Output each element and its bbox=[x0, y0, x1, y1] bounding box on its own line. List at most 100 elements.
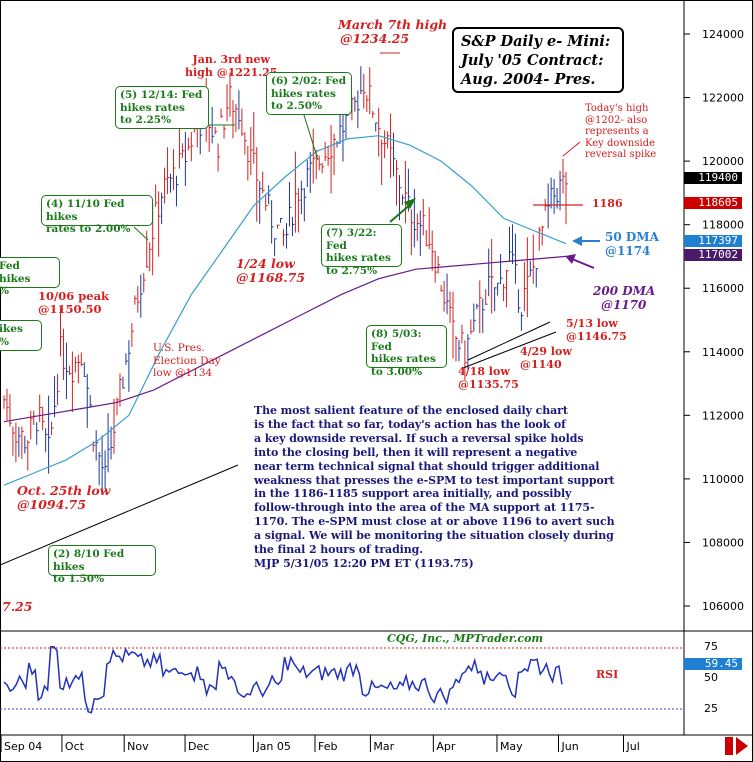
ohlc-bar bbox=[553, 179, 557, 214]
todays-high-label: Today's high @1202- also represents a Key d… bbox=[585, 103, 657, 160]
ohlc-bar bbox=[455, 335, 458, 362]
ohlc-bar bbox=[256, 147, 259, 222]
fed-box-2: (2) 8/10 Fed hikes to 1.50% bbox=[48, 545, 156, 585]
ohlc-bar bbox=[503, 283, 506, 302]
ohlc-bar bbox=[381, 139, 384, 185]
ohlc-bar bbox=[131, 323, 134, 347]
ohlc-bar bbox=[161, 192, 164, 225]
ohlc-bar bbox=[229, 72, 232, 117]
ohlc-bar bbox=[458, 339, 461, 362]
ohlc-bar bbox=[473, 303, 476, 332]
ohlc-bar bbox=[497, 282, 500, 296]
ohlc-bar bbox=[500, 254, 503, 285]
ohlc-bar bbox=[449, 291, 453, 323]
ohlc-bar bbox=[300, 180, 304, 215]
jan-high-label: Jan. 3rd new high @1221.25 bbox=[185, 53, 278, 79]
ohlc-bar bbox=[288, 182, 292, 227]
ohlc-bar bbox=[27, 440, 30, 471]
low-0418-label: 4/18 low @1135.75 bbox=[458, 365, 519, 391]
price-tag-last: 119400 bbox=[684, 172, 742, 184]
ohlc-bar bbox=[86, 373, 90, 428]
ohlc-bar bbox=[470, 319, 473, 335]
ohlc-bar bbox=[235, 103, 238, 133]
ohlc-bar bbox=[83, 362, 87, 377]
ohlc-bar bbox=[514, 233, 518, 284]
ohlc-bar bbox=[241, 108, 244, 137]
ohlc-bar bbox=[175, 175, 179, 207]
ohlc-bar bbox=[488, 248, 491, 297]
ohlc-bar bbox=[538, 226, 542, 251]
ohlc-bar bbox=[396, 159, 399, 206]
ohlc-bar bbox=[181, 143, 185, 159]
ohlc-bar bbox=[464, 340, 467, 381]
price-tag-1186: 118605 bbox=[684, 197, 742, 209]
ohlc-bar bbox=[268, 185, 271, 205]
ohlc-bar bbox=[509, 226, 512, 262]
ohlc-bar bbox=[110, 426, 114, 460]
ohlc-bar bbox=[184, 132, 188, 186]
ohlc-bar bbox=[238, 90, 241, 130]
ohlc-bar bbox=[280, 217, 283, 223]
arrow-200dma bbox=[565, 254, 595, 269]
x-tick-label: Feb bbox=[318, 740, 337, 753]
ohlc-bar bbox=[104, 450, 108, 490]
ohlc-bar bbox=[74, 356, 78, 373]
ohlc-bar bbox=[15, 422, 18, 463]
fed-box-7: (7) 3/22: Fed hikes rates to 2.75% bbox=[321, 224, 402, 277]
ohlc-bar bbox=[333, 133, 337, 176]
ohlc-bar bbox=[547, 183, 551, 229]
ohlc-bar bbox=[416, 213, 420, 241]
ohlc-bar bbox=[51, 421, 54, 436]
ohlc-bar bbox=[39, 394, 42, 423]
ohlc-bar bbox=[36, 422, 39, 445]
ohlc-bar bbox=[425, 230, 429, 247]
ohlc-bar bbox=[54, 376, 57, 418]
ohlc-bar bbox=[48, 395, 51, 474]
scroll-right-icon[interactable] bbox=[736, 737, 748, 755]
ohlc-bar bbox=[265, 194, 268, 211]
ohlc-bar bbox=[208, 125, 212, 152]
ohlc-bar bbox=[309, 152, 313, 193]
ohlc-bar bbox=[494, 287, 497, 312]
ohlc-bar bbox=[223, 125, 227, 139]
arrow-fed-7 bbox=[389, 198, 416, 223]
ohlc-bar bbox=[327, 145, 331, 166]
ohlc-bar bbox=[98, 452, 102, 486]
ohlc-bar bbox=[77, 354, 81, 384]
ohlc-bar bbox=[220, 108, 224, 119]
dma50-label: 50 DMA @1174 bbox=[605, 230, 659, 258]
ohlc-bar bbox=[491, 238, 494, 314]
ohlc-bar bbox=[285, 223, 289, 249]
ohlc-bar bbox=[342, 108, 345, 162]
ohlc-bar bbox=[351, 97, 354, 121]
ohlc-bar bbox=[80, 352, 84, 367]
ohlc-bar bbox=[520, 312, 524, 331]
low-0513-label: 5/13 low @1146.75 bbox=[566, 317, 627, 343]
ohlc-bar bbox=[170, 173, 173, 193]
ohlc-bar bbox=[24, 435, 27, 454]
rsi-line bbox=[3, 646, 563, 714]
ohlc-bar bbox=[387, 131, 390, 149]
fed-box-4: (4) 11/10 Fed hikes rates to 2.00% bbox=[41, 195, 153, 235]
ohlc-bar bbox=[541, 225, 545, 246]
ohlc-bar bbox=[259, 181, 262, 224]
rsi-tick-50: 50 bbox=[704, 671, 718, 684]
ohlc-bar bbox=[372, 111, 375, 118]
fed-box-5: (5) 12/14: Fed hikes rates to 2.25% bbox=[115, 86, 209, 129]
ohlc-bar bbox=[107, 413, 111, 473]
scroll-end-icon[interactable] bbox=[725, 737, 733, 755]
ohlc-bar bbox=[297, 188, 301, 233]
ohlc-bar bbox=[45, 428, 48, 453]
election-day-label: U.S. Pres. Election Day low @1134 bbox=[153, 342, 221, 379]
low-0429-label: 4/29 low @1140 bbox=[520, 345, 572, 371]
ohlc-bar bbox=[116, 397, 119, 416]
chart-title: S&P Daily e- Mini: July '05 Contract: Au… bbox=[452, 27, 624, 93]
level-1186-label: 1186 bbox=[592, 197, 623, 210]
ohlc-bar bbox=[277, 224, 280, 229]
y-tick-label: 114000 bbox=[702, 346, 744, 359]
ohlc-bar bbox=[155, 184, 158, 207]
ohlc-bar bbox=[479, 280, 482, 334]
ohlc-bar bbox=[172, 149, 176, 190]
price-tag-50dma: 117397 bbox=[684, 235, 742, 247]
ohlc-bar bbox=[232, 100, 235, 139]
